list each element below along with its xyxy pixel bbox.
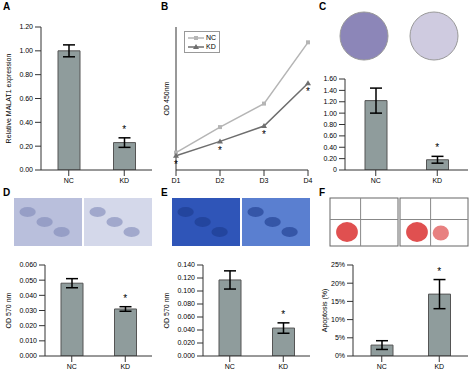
svg-text:*: * [306,86,310,97]
html-text:D: D [3,187,11,198]
html-text:NC: NC [206,34,217,41]
svg-text:Apoptosis (%): Apoptosis (%) [321,289,329,333]
svg-text:0.60: 0.60 [19,95,33,102]
svg-text:*: * [218,145,222,156]
svg-text:*: * [281,309,285,320]
svg-text:0.20: 0.20 [323,155,337,162]
svg-text:NC: NC [225,363,235,370]
svg-text:*: * [123,293,127,304]
svg-text:0.020: 0.020 [177,339,195,346]
svg-text:NC: NC [64,177,74,184]
svg-text:0.000: 0.000 [19,352,37,359]
svg-text:1.00: 1.00 [19,47,33,54]
svg-text:0.120: 0.120 [177,274,195,281]
html-text:B: B [161,1,169,12]
svg-text:NC: NC [67,363,77,370]
svg-text:5%: 5% [335,334,345,341]
svg-text:0.100: 0.100 [177,287,195,294]
svg-text:0.030: 0.030 [19,307,37,314]
html-text:C: C [319,1,327,12]
svg-text:0.00: 0.00 [19,166,33,173]
svg-text:OD 570 nm: OD 570 nm [5,292,12,328]
html-text:KD: KD [206,43,216,50]
svg-text:KD: KD [432,177,442,184]
svg-text:*: * [174,159,178,170]
svg-text:D2: D2 [216,177,225,184]
svg-text:1.20: 1.20 [19,23,33,30]
svg-text:KD: KD [120,363,130,370]
svg-text:*: * [122,124,126,135]
svg-text:0.050: 0.050 [19,277,37,284]
svg-text:*: * [437,266,441,277]
html-text:A: A [3,1,11,12]
svg-text:20%: 20% [331,280,345,287]
svg-text:*: * [435,142,439,153]
svg-text:15%: 15% [331,298,345,305]
svg-text:KD: KD [119,177,129,184]
svg-text:OD 570 nm: OD 570 nm [163,292,170,328]
svg-text:D4: D4 [304,177,313,184]
svg-text:0.040: 0.040 [19,292,37,299]
svg-text:0.80: 0.80 [323,121,337,128]
svg-text:0.000: 0.000 [177,352,195,359]
svg-text:0.040: 0.040 [177,326,195,333]
svg-text:0%: 0% [335,352,345,359]
svg-text:D3: D3 [260,177,269,184]
svg-text:0.40: 0.40 [323,144,337,151]
svg-text:1.00: 1.00 [323,110,337,117]
html-text:F: F [319,187,326,198]
svg-text:0.140: 0.140 [177,261,195,268]
svg-text:0: 0 [333,166,337,173]
svg-text:D1: D1 [172,177,181,184]
svg-text:0.060: 0.060 [177,313,195,320]
svg-text:NC: NC [377,363,387,370]
svg-text:KD: KD [278,363,288,370]
svg-text:0.60: 0.60 [323,132,337,139]
svg-text:1.60: 1.60 [323,75,337,82]
svg-text:0.80: 0.80 [19,71,33,78]
svg-text:25%: 25% [331,261,345,268]
svg-text:NC: NC [371,177,381,184]
svg-text:Relative MALAT1 expression: Relative MALAT1 expression [5,54,13,144]
svg-text:1.20: 1.20 [323,98,337,105]
svg-text:*: * [262,129,266,140]
html-text:E: E [161,187,168,198]
svg-text:1.40: 1.40 [323,87,337,94]
svg-text:0.020: 0.020 [19,322,37,329]
svg-text:0.080: 0.080 [177,300,195,307]
svg-text:0.010: 0.010 [19,337,37,344]
svg-text:0.20: 0.20 [19,143,33,150]
svg-text:KD: KD [434,363,444,370]
svg-text:0.40: 0.40 [19,119,33,126]
svg-text:10%: 10% [331,316,345,323]
svg-text:OD 450nm: OD 450nm [163,81,170,115]
svg-text:0.060: 0.060 [19,261,37,268]
